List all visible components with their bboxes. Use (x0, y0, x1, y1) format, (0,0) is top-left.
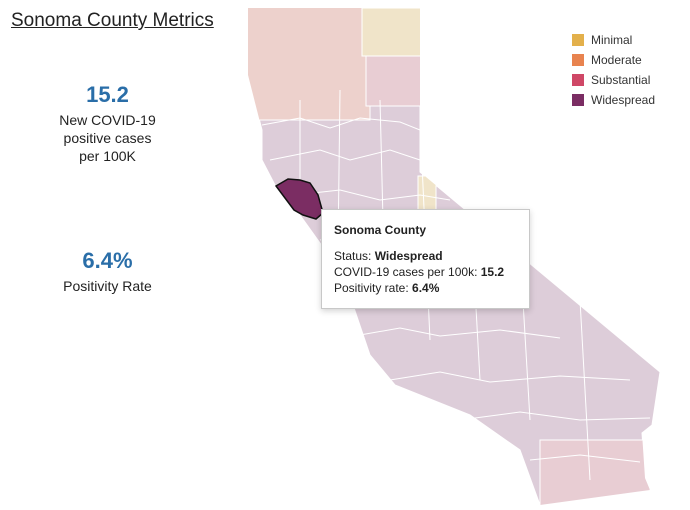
tooltip-cases-row: COVID-19 cases per 100k: 15.2 (334, 264, 517, 280)
legend-label: Substantial (591, 73, 651, 87)
cases-label: New COVID-19 positive cases per 100K (20, 111, 195, 165)
cases-label-line: positive cases (63, 130, 152, 146)
substantial-county-north[interactable] (365, 55, 423, 107)
swatch-moderate (572, 54, 584, 66)
tooltip-positivity-row: Positivity rate: 6.4% (334, 280, 517, 296)
tooltip-title: Sonoma County (334, 223, 426, 237)
tooltip-status-row: Status: Widespread (334, 248, 517, 264)
minimal-county[interactable] (361, 8, 423, 57)
positivity-label: Positivity Rate (63, 278, 152, 294)
cases-metric: 15.2 New COVID-19 positive cases per 100… (20, 82, 195, 165)
tooltip-status-label: Status: (334, 249, 372, 263)
tooltip-status-value: Widespread (374, 249, 443, 263)
swatch-substantial (572, 74, 584, 86)
page-title: Sonoma County Metrics (11, 10, 214, 31)
legend-label: Widespread (591, 93, 656, 107)
swatch-minimal (572, 34, 584, 46)
legend-item-minimal: Minimal (572, 30, 655, 50)
legend-item-widespread: Widespread (572, 90, 655, 110)
minimal-county-east[interactable] (417, 175, 437, 213)
northern-counties[interactable] (240, 0, 371, 121)
cases-value: 15.2 (86, 82, 129, 107)
legend-label: Minimal (591, 33, 633, 47)
legend-item-substantial: Substantial (572, 70, 655, 90)
legend: Minimal Moderate Substantial Widespread (572, 30, 655, 110)
swatch-widespread (572, 94, 584, 106)
county-tooltip: Sonoma County Status: Widespread COVID-1… (321, 209, 530, 309)
cases-label-line: per 100K (79, 148, 136, 164)
legend-label: Moderate (591, 53, 642, 67)
county-regions[interactable] (240, 0, 651, 510)
positivity-metric: 6.4% Positivity Rate (20, 248, 195, 295)
substantial-county-south[interactable] (539, 439, 651, 510)
tooltip-cases-label: COVID-19 cases per 100k: (334, 265, 478, 279)
positivity-value: 6.4% (82, 248, 133, 273)
tooltip-positivity-label: Positivity rate: (334, 281, 409, 295)
tooltip-cases-value: 15.2 (480, 265, 505, 279)
cases-label-line: New COVID-19 (59, 112, 156, 128)
legend-item-moderate: Moderate (572, 50, 655, 70)
tooltip-positivity-value: 6.4% (412, 281, 440, 295)
